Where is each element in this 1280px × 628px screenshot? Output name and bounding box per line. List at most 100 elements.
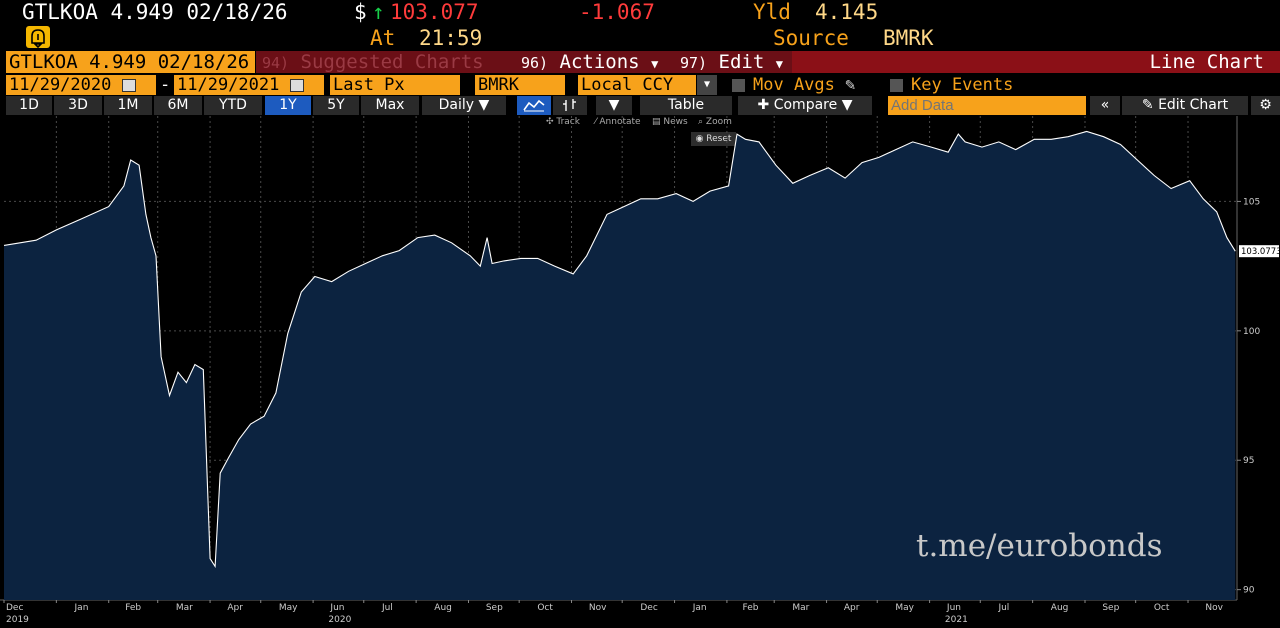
period-6m[interactable]: 6M	[154, 96, 202, 115]
end-date-field[interactable]: 11/29/2021	[174, 75, 324, 95]
x-tick-label: May	[895, 603, 914, 613]
key-events-toggle[interactable]: Key Events	[890, 75, 1013, 95]
line-chart-icon[interactable]	[517, 96, 551, 115]
gear-icon[interactable]: ⚙	[1251, 96, 1280, 115]
x-tick-label: Jan	[74, 603, 89, 613]
end-date-value: 11/29/2021	[177, 75, 280, 95]
x-tick-label: Jun	[329, 603, 344, 613]
calendar-icon[interactable]	[289, 78, 304, 92]
x-tick-label: Nov	[1205, 603, 1223, 613]
start-date-field[interactable]: 11/29/2020	[6, 75, 156, 95]
yld-label: Yld	[753, 0, 791, 24]
chevron-down-icon: ▼	[478, 97, 490, 113]
x-tick-label: Jul	[997, 603, 1009, 613]
x-tick-label: Jun	[946, 603, 961, 613]
chevron-down-icon: ▼	[775, 57, 783, 71]
track-tool[interactable]: ✣ Track	[546, 117, 580, 127]
source-select[interactable]: BMRK	[475, 75, 565, 95]
x-tick-label: Apr	[844, 603, 860, 613]
source-value: BMRK	[883, 26, 934, 50]
security-input[interactable]: GTLKOA 4.949 02/18/26	[6, 51, 255, 73]
pencil-icon[interactable]: ✎	[845, 75, 856, 95]
period-5y[interactable]: 5Y	[313, 96, 359, 115]
edit-menu-button[interactable]: 97) Edit ▼	[672, 51, 796, 73]
edit-chart-label: Edit Chart	[1158, 97, 1229, 113]
key-events-label: Key Events	[911, 75, 1014, 95]
x-tick-label: Sep	[486, 603, 503, 613]
zoom-label: Zoom	[705, 117, 732, 127]
period-3d[interactable]: 3D	[54, 96, 102, 115]
x-tick-label: Oct	[537, 603, 553, 613]
bar-chart-icon[interactable]	[553, 96, 587, 115]
field-select[interactable]: Last Px	[330, 75, 460, 95]
year-label: 2019	[6, 615, 29, 625]
x-tick-label: Mar	[792, 603, 809, 613]
x-tick-label: Dec	[6, 603, 23, 613]
y-tick-label: 95	[1243, 456, 1254, 466]
table-button[interactable]: Table	[640, 96, 732, 115]
reset-button[interactable]: ◉ Reset	[691, 132, 736, 146]
period-ytd[interactable]: YTD	[204, 96, 262, 115]
at-label: At	[370, 26, 396, 50]
period-max[interactable]: Max	[361, 96, 419, 115]
mov-avgs-checkbox[interactable]	[732, 78, 745, 92]
reset-label: Reset	[706, 134, 732, 144]
x-tick-label: Dec	[640, 603, 657, 613]
news-tool[interactable]: ▤ News	[652, 117, 688, 127]
pencil-icon: ✎	[1141, 97, 1154, 113]
add-data-input[interactable]	[888, 96, 1086, 115]
chart-style-dropdown-icon[interactable]: ▼	[596, 96, 632, 115]
yld-value: 4.145	[815, 0, 879, 24]
year-label: 2021	[945, 615, 968, 625]
edit-chart-button[interactable]: ✎ Edit Chart	[1122, 96, 1248, 115]
x-tick-label: Aug	[434, 603, 452, 613]
period-1y[interactable]: 1Y	[265, 96, 311, 115]
currency-symbol: $	[354, 0, 367, 24]
x-tick-label: Jul	[381, 603, 393, 613]
currency-select[interactable]: Local CCY	[578, 75, 696, 95]
year-label: 2020	[328, 615, 351, 625]
plus-icon: ✚	[757, 97, 770, 113]
period-1m[interactable]: 1M	[104, 96, 152, 115]
edit-num: 97)	[680, 54, 708, 72]
compare-label: Compare	[773, 97, 838, 113]
edit-label: Edit	[718, 51, 765, 73]
calendar-icon[interactable]	[121, 78, 136, 92]
actions-label: Actions	[559, 51, 640, 73]
suggested-charts-button[interactable]: 94) Suggested Charts	[256, 51, 512, 73]
zoom-tool[interactable]: ⌕ Zoom	[698, 117, 732, 127]
y-tick-label: 105	[1243, 197, 1260, 207]
frequency-select[interactable]: Daily ▼	[422, 96, 506, 115]
watermark: t.me/eurobonds	[916, 528, 1163, 564]
date-range-dash: -	[160, 75, 171, 95]
currency-dropdown-icon[interactable]: ▼	[697, 75, 717, 95]
actions-num: 96)	[521, 54, 549, 72]
price-change: -1.067	[579, 0, 655, 24]
mov-avgs-label: Mov Avgs	[753, 75, 835, 95]
track-label: Track	[556, 117, 580, 127]
x-tick-label: Jan	[692, 603, 707, 613]
x-tick-label: Apr	[227, 603, 243, 613]
annotate-tool[interactable]: ⁄ Annotate	[595, 117, 641, 127]
compare-button[interactable]: ✚ Compare ▼	[738, 96, 872, 115]
price-area	[4, 131, 1236, 600]
last-price: 103.077	[390, 0, 479, 24]
mov-avgs-toggle[interactable]: Mov Avgs ✎	[732, 75, 855, 95]
x-tick-label: May	[279, 603, 298, 613]
actions-menu-button[interactable]: 96) Actions ▼	[511, 51, 677, 73]
period-1d[interactable]: 1D	[6, 96, 52, 115]
alert-bell-icon[interactable]	[26, 26, 50, 48]
suggested-num: 94)	[262, 54, 290, 72]
time-value: 21:59	[419, 26, 483, 50]
x-tick-label: Mar	[176, 603, 193, 613]
collapse-panel-icon[interactable]: «	[1090, 96, 1120, 115]
y-tick-label: 90	[1243, 586, 1255, 596]
x-tick-label: Feb	[125, 603, 141, 613]
x-tick-label: Aug	[1051, 603, 1069, 613]
price-line	[3, 130, 1236, 569]
y-tick-label: 100	[1243, 327, 1260, 337]
annotate-label: Annotate	[599, 117, 641, 127]
x-tick-label: Feb	[743, 603, 759, 613]
key-events-checkbox[interactable]	[890, 78, 903, 92]
